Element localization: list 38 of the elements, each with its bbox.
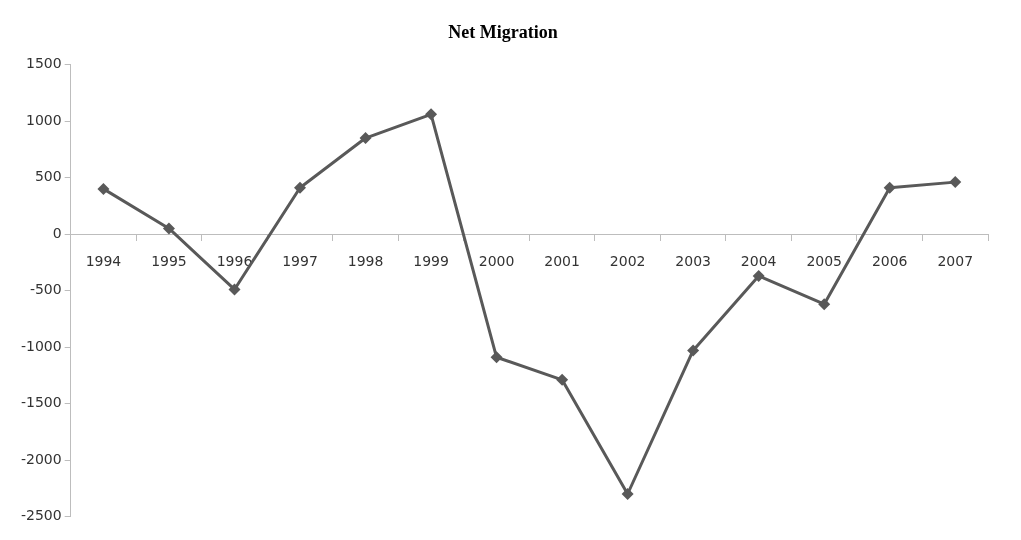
x-tick-label: 2006 [871,253,908,270]
x-tick-label: 1997 [282,253,318,270]
y-tick-label: 1500 [26,55,62,72]
point [97,182,110,195]
point [490,351,503,364]
point [883,181,896,194]
y-tick-label: -1500 [20,394,62,411]
x-tick-label: 2005 [806,253,843,270]
x-tick-label: 2000 [478,253,515,270]
chart-title: Net Migration [448,22,558,43]
point [818,298,831,311]
point [425,108,438,121]
point [294,181,307,194]
y-tick-label: -2000 [20,450,62,467]
point [228,283,241,296]
y-tick-label: 500 [34,168,62,185]
y-tick-label: -500 [29,281,62,298]
x-tick-label: 1995 [151,253,187,270]
point [359,132,372,145]
y-tick-label: -1000 [20,337,62,354]
x-tick-label: 1999 [413,253,449,270]
x-tick-label: 1998 [347,253,384,270]
point [949,176,962,189]
x-tick-label: 2007 [937,253,974,270]
point [621,488,634,500]
x-tick-label: 1996 [216,253,253,270]
y-tick-label: 0 [52,224,62,241]
y-tick-label: 1000 [26,111,62,128]
x-tick-label: 2002 [609,253,646,270]
x-tick-label: 2003 [675,253,711,270]
point [162,222,175,235]
x-tick-label: 2004 [740,253,777,270]
point [752,269,765,282]
x-tick-label: 2001 [544,253,580,270]
y-tick-label: -2500 [20,507,62,524]
x-tick-label: 1994 [85,253,122,270]
point [687,344,700,357]
point [556,373,569,386]
